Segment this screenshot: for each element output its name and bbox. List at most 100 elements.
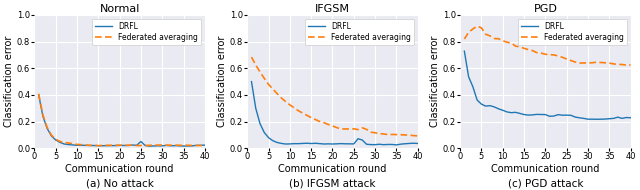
Federated averaging: [141, 144, 149, 146]
Federated averaging: [533, 51, 541, 54]
Federated averaging: [133, 144, 141, 147]
DRFL: [129, 144, 136, 146]
Federated averaging: [320, 122, 328, 124]
DRFL: [324, 143, 332, 145]
DRFL: [384, 143, 392, 146]
Federated averaging: [256, 71, 264, 73]
DRFL: [495, 108, 502, 110]
DRFL: [69, 144, 77, 146]
DRFL: [346, 143, 353, 145]
Federated averaging: [610, 63, 618, 65]
DRFL: [541, 113, 549, 116]
Federated averaging: [158, 144, 166, 146]
Federated averaging: [86, 144, 93, 146]
DRFL: [414, 142, 422, 145]
Federated averaging: [503, 41, 511, 43]
Federated averaging: [129, 144, 136, 146]
Federated averaging: [90, 144, 98, 146]
DRFL: [163, 144, 170, 146]
Federated averaging: [108, 144, 115, 146]
DRFL: [65, 143, 72, 146]
Federated averaging: [291, 107, 298, 109]
Line: DRFL: DRFL: [252, 82, 418, 145]
Federated averaging: [597, 61, 605, 64]
Federated averaging: [316, 120, 324, 123]
DRFL: [537, 113, 545, 116]
DRFL: [567, 114, 575, 116]
Federated averaging: [363, 128, 371, 131]
DRFL: [529, 114, 536, 116]
Y-axis label: Classification error: Classification error: [430, 36, 440, 127]
DRFL: [410, 142, 417, 144]
DRFL: [47, 135, 55, 137]
DRFL: [252, 107, 260, 109]
DRFL: [397, 143, 404, 145]
Federated averaging: [465, 31, 472, 33]
DRFL: [610, 117, 618, 120]
X-axis label: Communication round: Communication round: [491, 164, 600, 174]
Federated averaging: [482, 33, 490, 35]
DRFL: [184, 145, 191, 147]
Federated averaging: [73, 143, 81, 146]
Federated averaging: [461, 38, 468, 40]
Federated averaging: [392, 133, 400, 136]
Federated averaging: [614, 63, 621, 66]
Federated averaging: [154, 144, 162, 146]
DRFL: [614, 116, 621, 118]
DRFL: [508, 112, 515, 114]
Federated averaging: [167, 144, 175, 146]
Federated averaging: [584, 62, 592, 64]
Federated averaging: [269, 88, 276, 90]
Federated averaging: [524, 48, 532, 51]
DRFL: [256, 123, 264, 125]
Y-axis label: Classification error: Classification error: [4, 36, 14, 127]
Federated averaging: [554, 55, 562, 57]
Federated averaging: [397, 134, 404, 136]
DRFL: [550, 115, 557, 117]
Federated averaging: [278, 97, 285, 99]
Federated averaging: [474, 25, 481, 27]
Federated averaging: [184, 144, 191, 146]
DRFL: [77, 144, 85, 146]
DRFL: [273, 141, 281, 144]
DRFL: [90, 144, 98, 147]
Federated averaging: [299, 112, 307, 114]
Federated averaging: [175, 144, 183, 146]
Federated averaging: [328, 125, 336, 127]
Federated averaging: [550, 54, 557, 56]
Line: DRFL: DRFL: [465, 51, 630, 119]
DRFL: [299, 142, 307, 145]
DRFL: [116, 144, 124, 147]
DRFL: [269, 139, 276, 142]
Title: PGD: PGD: [533, 4, 557, 14]
DRFL: [175, 145, 183, 147]
DRFL: [73, 144, 81, 146]
DRFL: [316, 142, 324, 145]
Federated averaging: [511, 45, 519, 47]
Federated averaging: [171, 144, 179, 146]
Federated averaging: [324, 123, 332, 126]
Federated averaging: [410, 135, 417, 137]
Federated averaging: [380, 133, 387, 135]
DRFL: [196, 144, 204, 146]
DRFL: [141, 144, 149, 147]
DRFL: [282, 143, 289, 145]
Federated averaging: [371, 132, 379, 134]
Federated averaging: [593, 61, 600, 63]
DRFL: [193, 144, 200, 146]
Federated averaging: [312, 118, 319, 121]
DRFL: [597, 118, 605, 120]
DRFL: [401, 143, 409, 145]
Line: Federated averaging: Federated averaging: [252, 57, 418, 136]
Federated averaging: [354, 128, 362, 131]
X-axis label: Communication round: Communication round: [278, 164, 387, 174]
Legend: DRFL, Federated averaging: DRFL, Federated averaging: [305, 19, 414, 45]
DRFL: [605, 118, 613, 120]
DRFL: [477, 103, 485, 105]
DRFL: [180, 145, 188, 147]
Federated averaging: [282, 101, 289, 103]
DRFL: [584, 118, 592, 120]
Federated averaging: [376, 133, 383, 135]
Federated averaging: [303, 114, 311, 116]
Federated averaging: [82, 144, 90, 146]
